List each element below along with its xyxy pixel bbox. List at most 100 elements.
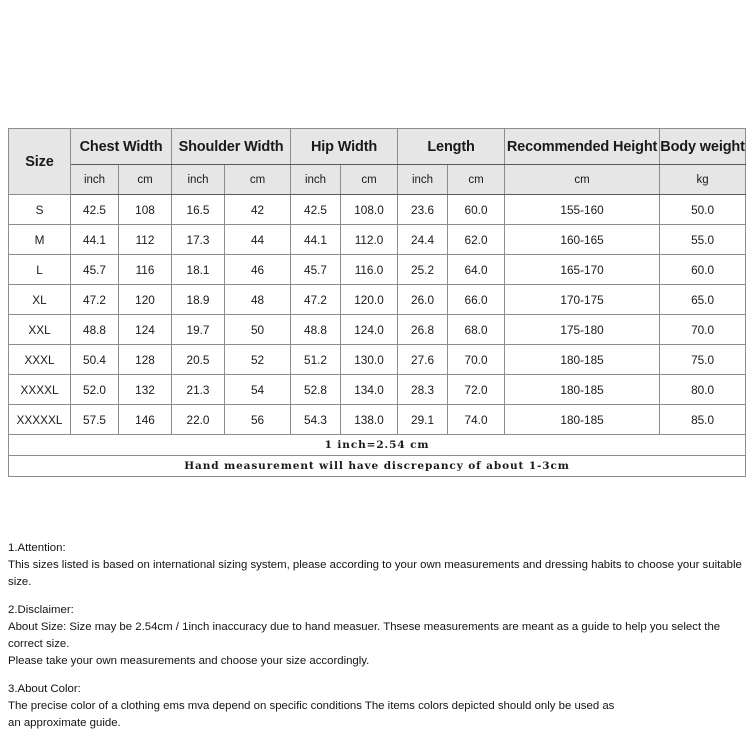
cell-body-weight: 75.0 (659, 344, 747, 375)
cell-length-cm: 74.0 (447, 404, 506, 435)
header-chest-width: Chest Width (69, 128, 173, 165)
table-footnote-text: 1 inch=2.54 cm (7, 434, 747, 456)
note-line: The precise color of a clothing ems mva … (8, 700, 615, 712)
cell-chest-inch: 57.5 (70, 404, 119, 435)
cell-hip-cm: 108.0 (340, 194, 399, 225)
cell-length-inch: 26.0 (397, 284, 449, 315)
table-row: XXXL 50.4 128 20.5 52 51.2 130.0 27.6 70.0 180-18… (8, 344, 747, 375)
cell-length-cm: 72.0 (447, 374, 506, 405)
header-body-weight: Body weight (659, 128, 747, 165)
note-line: Please take your own measurements and ch… (8, 655, 370, 667)
unit-shoulder-cm: cm (224, 164, 292, 195)
cell-chest-cm: 132 (117, 374, 173, 405)
cell-length-cm: 66.0 (447, 284, 506, 315)
table-row: L 45.7 116 18.1 46 45.7 116.0 25.2 64.0 165-170 60… (8, 254, 747, 285)
cell-recommended-height: 160-165 (504, 224, 661, 255)
cell-hip-inch: 42.5 (290, 194, 342, 225)
cell-chest-cm: 124 (117, 314, 173, 345)
cell-shoulder-cm: 46 (224, 254, 292, 285)
cell-size: XXXXXL (8, 404, 71, 435)
cell-shoulder-inch: 18.9 (171, 284, 226, 315)
cell-shoulder-inch: 19.7 (171, 314, 226, 345)
unit-shoulder-inch: inch (171, 164, 226, 195)
cell-shoulder-inch: 18.1 (171, 254, 226, 285)
cell-chest-inch: 47.2 (70, 284, 119, 315)
unit-hip-cm: cm (340, 164, 399, 195)
cell-chest-inch: 45.7 (70, 254, 119, 285)
note-group: 1.Attention: This sizes listed is based o… (8, 540, 750, 591)
cell-body-weight: 70.0 (659, 314, 747, 345)
cell-hip-inch: 45.7 (290, 254, 342, 285)
cell-length-inch: 24.4 (397, 224, 449, 255)
note-line: This sizes listed is based on internatio… (8, 559, 742, 588)
cell-recommended-height: 180-185 (504, 404, 661, 435)
cell-body-weight: 80.0 (659, 374, 747, 405)
cell-body-weight: 50.0 (659, 194, 747, 225)
cell-body-weight: 55.0 (659, 224, 747, 255)
note-line: About Size: Size may be 2.54cm / 1inch i… (8, 621, 721, 650)
cell-chest-cm: 108 (117, 194, 173, 225)
cell-length-cm: 70.0 (447, 344, 506, 375)
size-chart-table: Size Chest Width Shoulder Width Hip Widt… (7, 128, 747, 477)
cell-body-weight: 60.0 (659, 254, 747, 285)
cell-chest-cm: 116 (117, 254, 173, 285)
cell-hip-inch: 51.2 (290, 344, 342, 375)
cell-size: XXXXL (8, 374, 71, 405)
cell-size: L (8, 254, 71, 285)
cell-hip-cm: 134.0 (340, 374, 399, 405)
cell-hip-inch: 47.2 (290, 284, 342, 315)
cell-length-inch: 23.6 (397, 194, 449, 225)
cell-chest-inch: 42.5 (70, 194, 119, 225)
cell-size: XL (8, 284, 71, 315)
cell-shoulder-inch: 22.0 (171, 404, 226, 435)
cell-length-inch: 25.2 (397, 254, 449, 285)
cell-recommended-height: 180-185 (504, 344, 661, 375)
note-heading: 1.Attention: (8, 542, 66, 554)
table-header-row-main: Size Chest Width Shoulder Width Hip Widt… (8, 128, 747, 195)
header-recommended-height: Recommended Height (504, 128, 661, 165)
header-size: Size (8, 128, 71, 195)
header-shoulder-width: Shoulder Width (171, 128, 292, 165)
cell-chest-inch: 44.1 (70, 224, 119, 255)
cell-hip-inch: 44.1 (290, 224, 342, 255)
cell-recommended-height: 165-170 (504, 254, 661, 285)
cell-shoulder-cm: 48 (224, 284, 292, 315)
cell-shoulder-inch: 21.3 (171, 374, 226, 405)
size-chart-table-container: Size Chest Width Shoulder Width Hip Widt… (7, 128, 747, 477)
header-length: Length (397, 128, 506, 165)
cell-chest-inch: 48.8 (70, 314, 119, 345)
cell-length-cm: 60.0 (447, 194, 506, 225)
table-row: XXL 48.8 124 19.7 50 48.8 124.0 26.8 68.0 175-180… (8, 314, 747, 345)
cell-hip-inch: 48.8 (290, 314, 342, 345)
cell-size: XXL (8, 314, 71, 345)
note-heading: 3.About Color: (8, 683, 81, 695)
cell-hip-inch: 52.8 (290, 374, 342, 405)
cell-chest-cm: 112 (117, 224, 173, 255)
table-row: XXXXXL 57.5 146 22.0 56 54.3 138.0 29.1 74.0 180-… (8, 404, 747, 435)
table-footnote-row: Hand measurement will have discrepancy o… (7, 455, 747, 477)
cell-size: XXXL (8, 344, 71, 375)
cell-length-inch: 26.8 (397, 314, 449, 345)
note-line: an approximate guide. (8, 717, 121, 729)
notes-section: 1.Attention: This sizes listed is based o… (8, 540, 750, 743)
cell-length-cm: 68.0 (447, 314, 506, 345)
cell-length-cm: 62.0 (447, 224, 506, 255)
cell-chest-cm: 128 (117, 344, 173, 375)
cell-length-inch: 28.3 (397, 374, 449, 405)
cell-recommended-height: 175-180 (504, 314, 661, 345)
cell-length-inch: 27.6 (397, 344, 449, 375)
cell-recommended-height: 155-160 (504, 194, 661, 225)
cell-body-weight: 85.0 (659, 404, 747, 435)
cell-shoulder-inch: 17.3 (171, 224, 226, 255)
unit-hip-inch: inch (290, 164, 342, 195)
table-row: S 42.5 108 16.5 42 42.5 108.0 23.6 60.0 155-160 50… (8, 194, 747, 225)
cell-hip-cm: 112.0 (340, 224, 399, 255)
cell-shoulder-cm: 56 (224, 404, 292, 435)
unit-length-inch: inch (397, 164, 449, 195)
cell-chest-inch: 52.0 (70, 374, 119, 405)
table-row: XL 47.2 120 18.9 48 47.2 120.0 26.0 66.0 170-175 6… (8, 284, 747, 315)
header-hip-width: Hip Width (290, 128, 399, 165)
cell-hip-cm: 120.0 (340, 284, 399, 315)
unit-length-cm: cm (447, 164, 506, 195)
table-header-row-units: inch cm inch cm inch cm inch cm cm kg (9, 164, 747, 195)
